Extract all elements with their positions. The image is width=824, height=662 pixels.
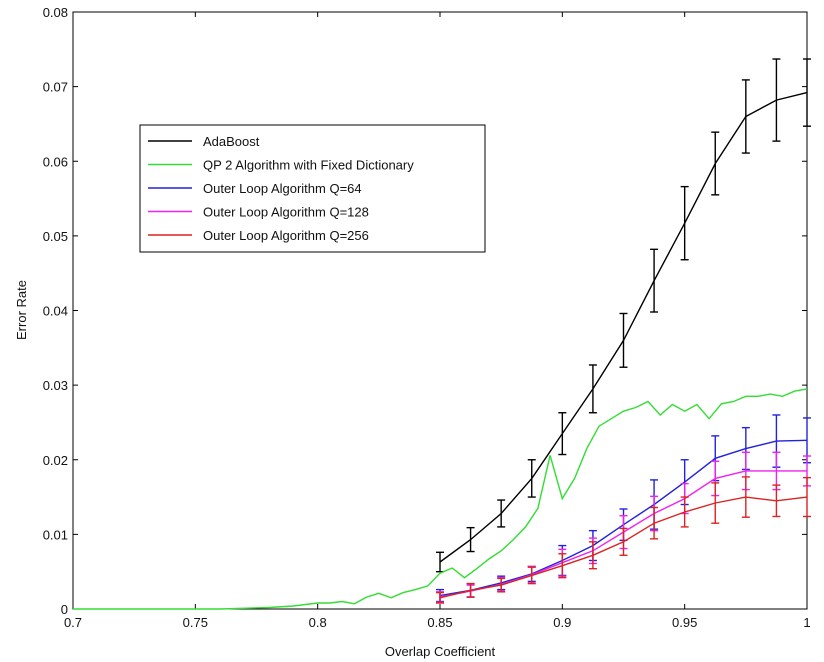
y-tick-label: 0.03 <box>43 378 68 393</box>
y-tick-label: 0.01 <box>43 527 68 542</box>
x-tick-label: 0.7 <box>64 615 82 630</box>
x-tick-label: 0.95 <box>672 615 697 630</box>
y-tick-label: 0.04 <box>43 304 68 319</box>
legend-item: AdaBoost <box>148 134 260 149</box>
series-0 <box>436 58 811 573</box>
error-bar <box>650 506 659 540</box>
y-tick-label: 0.08 <box>43 5 68 20</box>
error-bar <box>497 499 506 528</box>
legend-label: AdaBoost <box>203 134 260 149</box>
x-tick-label: 1 <box>803 615 810 630</box>
x-tick-label: 0.85 <box>427 615 452 630</box>
legend-item: Outer Loop Algorithm Q=256 <box>148 228 369 243</box>
error-bar <box>558 412 567 456</box>
y-axis-title: Error Rate <box>14 280 29 340</box>
y-tick-label: 0.02 <box>43 453 68 468</box>
series-line <box>73 388 808 610</box>
error-bar <box>436 591 444 604</box>
error-bar <box>466 582 475 598</box>
x-tick-label: 0.8 <box>309 615 327 630</box>
error-bar <box>466 526 475 553</box>
x-axis-title: Overlap Coefficient <box>385 644 496 659</box>
legend-item: Outer Loop Algorithm Q=128 <box>148 205 369 220</box>
error-bar <box>803 58 811 127</box>
x-tick-label: 0.75 <box>183 615 208 630</box>
y-tick-label: 0.07 <box>43 80 68 95</box>
error-bar <box>558 553 567 579</box>
y-tick-label: 0.05 <box>43 229 68 244</box>
error-bar <box>588 364 597 414</box>
series-1 <box>73 388 808 610</box>
error-bar <box>803 476 811 518</box>
error-bar <box>619 312 628 368</box>
legend-label: Outer Loop Algorithm Q=256 <box>203 228 369 243</box>
error-bar <box>680 185 689 261</box>
error-bar <box>772 484 781 518</box>
y-tick-label: 0.06 <box>43 154 68 169</box>
legend: AdaBoost QP 2 Algorithm with Fixed Dictio… <box>139 124 486 253</box>
legend-item: Outer Loop Algorithm Q=64 <box>148 181 362 196</box>
x-tick-label: 0.9 <box>553 615 571 630</box>
error-bar <box>680 496 689 528</box>
plot-area <box>72 11 808 610</box>
error-bar <box>711 482 720 524</box>
error-bar <box>741 476 750 518</box>
error-bar <box>588 541 597 570</box>
error-bar <box>650 248 659 313</box>
y-tick-label: 0 <box>61 602 68 617</box>
legend-box <box>139 124 486 253</box>
series-layer <box>73 58 811 610</box>
error-bar <box>527 566 536 585</box>
error-bar <box>619 527 628 556</box>
error-bar <box>741 79 750 154</box>
legend-item: QP 2 Algorithm with Fixed Dictionary <box>148 158 414 173</box>
error-bar <box>711 131 720 196</box>
legend-label: Outer Loop Algorithm Q=64 <box>203 181 362 196</box>
legend-label: Outer Loop Algorithm Q=128 <box>203 205 369 220</box>
error-bar <box>772 58 781 142</box>
legend-label: QP 2 Algorithm with Fixed Dictionary <box>203 158 414 173</box>
error-bar <box>527 459 536 498</box>
series-4 <box>436 476 811 604</box>
error-bar <box>497 577 506 593</box>
ticks-layer: 0.7 0.75 0.8 0.85 0.9 0.95 1 0 0.01 0.02 0.03 0.04 0… <box>43 5 811 630</box>
